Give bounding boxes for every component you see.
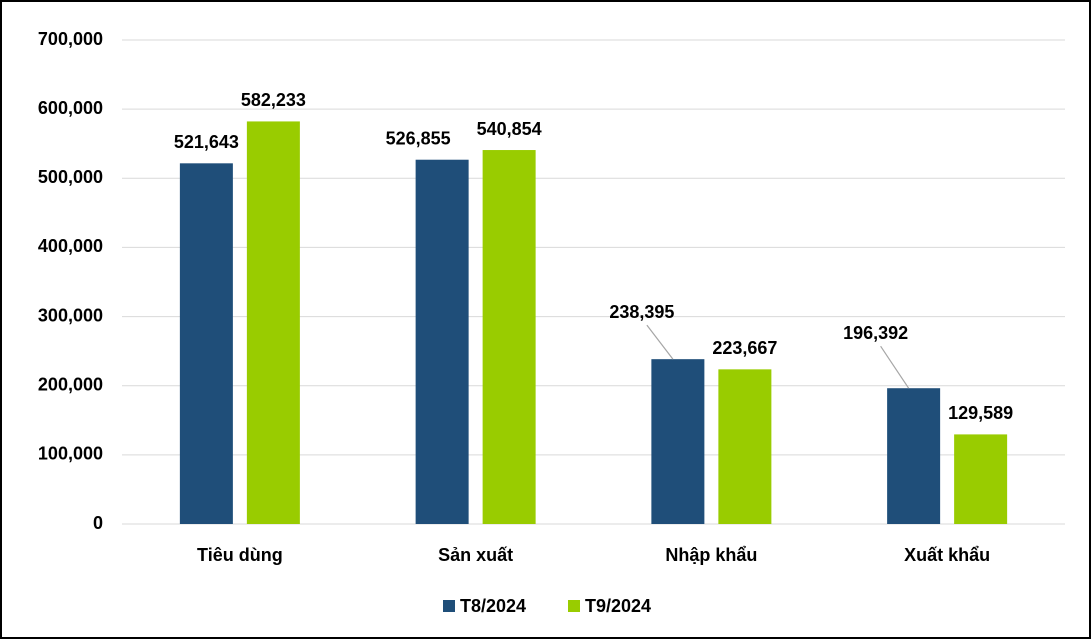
- y-tick-label: 300,000: [38, 305, 103, 325]
- x-tick-label: Xuất khẩu: [904, 545, 990, 565]
- bar: [246, 121, 300, 525]
- x-tick-label: Nhập khẩu: [665, 545, 757, 565]
- bar: [415, 159, 469, 524]
- data-label: 582,233: [241, 90, 306, 110]
- data-label: 223,667: [712, 338, 777, 358]
- leader-line: [646, 324, 674, 360]
- bar: [179, 163, 233, 525]
- legend-swatch: [443, 600, 455, 612]
- bar: [482, 150, 536, 524]
- data-label: 521,643: [174, 132, 239, 152]
- data-label: 129,589: [948, 403, 1013, 423]
- data-label: 526,855: [386, 128, 451, 148]
- data-label: 238,395: [609, 302, 674, 322]
- bar: [651, 359, 705, 524]
- y-tick-label: 500,000: [38, 167, 103, 187]
- leader-line: [880, 345, 910, 389]
- y-tick-label: 0: [93, 513, 103, 533]
- bar: [954, 434, 1008, 524]
- y-tick-label: 100,000: [38, 444, 103, 464]
- x-tick-label: Tiêu dùng: [197, 545, 283, 565]
- bar: [887, 388, 941, 524]
- y-tick-label: 600,000: [38, 98, 103, 118]
- y-tick-label: 400,000: [38, 236, 103, 256]
- legend-label: T8/2024: [460, 596, 526, 616]
- legend-label: T9/2024: [585, 596, 651, 616]
- y-tick-label: 700,000: [38, 29, 103, 49]
- y-tick-label: 200,000: [38, 374, 103, 394]
- data-label: 196,392: [843, 323, 908, 343]
- data-label: 540,854: [477, 119, 542, 139]
- x-tick-label: Sản xuất: [438, 545, 513, 565]
- legend-swatch: [568, 600, 580, 612]
- bar: [718, 369, 772, 524]
